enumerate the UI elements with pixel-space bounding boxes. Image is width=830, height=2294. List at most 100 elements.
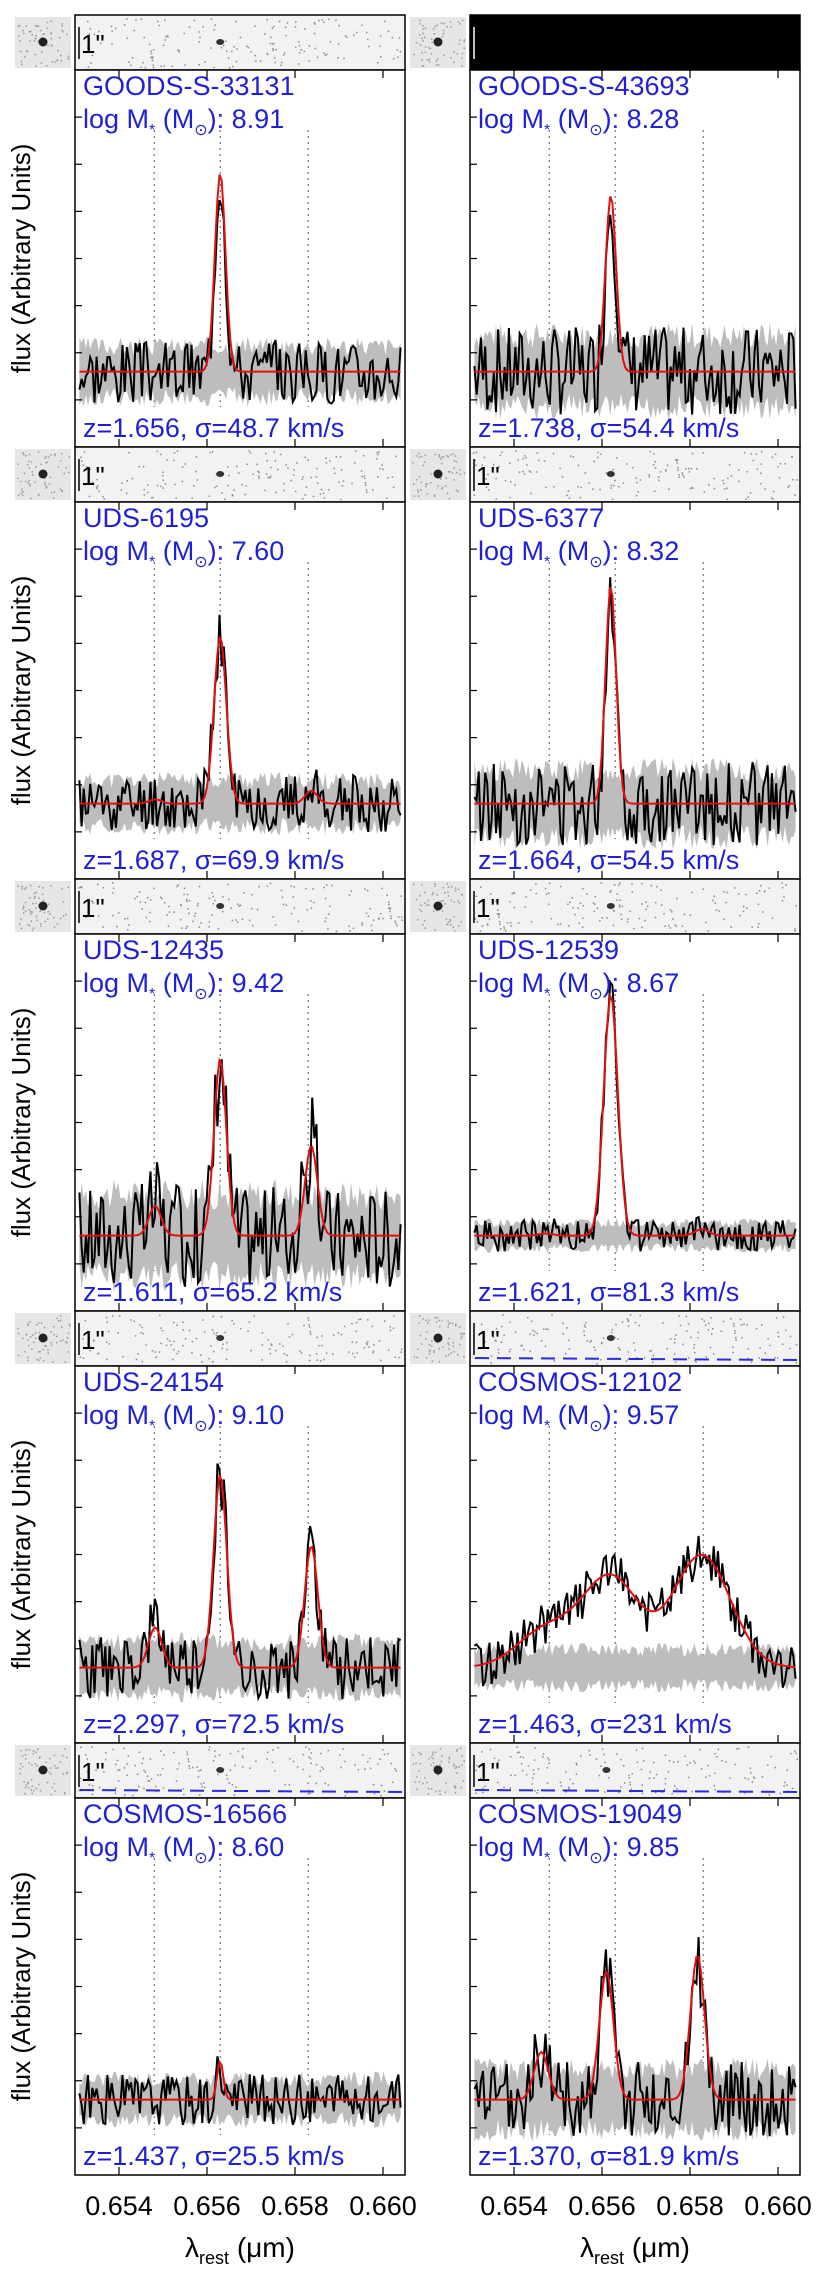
fit-line xyxy=(79,635,401,805)
spectrum-2d-strip: 1" xyxy=(74,1310,406,1367)
data-line xyxy=(473,1937,797,2137)
data-line xyxy=(78,1463,402,1702)
redshift-sigma-label: z=1.687, σ=69.9 km/s xyxy=(83,845,344,875)
data-line xyxy=(78,199,402,406)
error-band xyxy=(79,1632,401,1703)
y-axis-label: flux (Arbitrary Units) xyxy=(6,1440,36,1670)
data-line xyxy=(78,614,402,833)
x-axis-label: λrest (μm) xyxy=(580,2232,690,2268)
redshift-sigma-label: z=1.621, σ=81.3 km/s xyxy=(478,1277,739,1307)
x-tick-label: 0.654 xyxy=(85,2191,153,2221)
y-axis-label: flux (Arbitrary Units) xyxy=(6,144,36,374)
thumbnail-image xyxy=(15,1313,71,1364)
galaxy-id-label: UDS-6377 xyxy=(478,503,604,533)
redshift-sigma-label: z=1.611, σ=65.2 km/s xyxy=(83,1277,342,1307)
scale-bar-label: 1" xyxy=(476,461,500,491)
thumbnail-image xyxy=(410,881,466,932)
mass-label: log M* (M⊙): 8.67 xyxy=(478,968,679,1003)
scale-bar-label: 1" xyxy=(476,1325,500,1355)
spectrum-2d-strip: 1" xyxy=(469,878,801,935)
mass-label: log M* (M⊙): 8.28 xyxy=(478,104,679,139)
redshift-sigma-label: z=1.664, σ=54.5 km/s xyxy=(478,845,739,875)
x-tick-label: 0.660 xyxy=(349,2191,417,2221)
fit-line xyxy=(474,196,796,373)
galaxy-id-label: UDS-24154 xyxy=(83,1367,224,1397)
fit-line xyxy=(474,992,796,1237)
galaxy-id-label: GOODS-S-33131 xyxy=(83,71,295,101)
data-line xyxy=(473,979,797,1252)
spectrum-2d-strip: 1" xyxy=(74,878,406,935)
galaxy-id-label: UDS-6195 xyxy=(83,503,209,533)
spectrum-2d-strip: 1" xyxy=(469,1310,801,1367)
y-axis-label: flux (Arbitrary Units) xyxy=(6,1008,36,1238)
x-tick-label: 0.656 xyxy=(568,2191,636,2221)
spectrum-2d-strip: 1" xyxy=(469,14,801,71)
thumbnail-image xyxy=(15,449,71,500)
galaxy-id-label: GOODS-S-43693 xyxy=(478,71,690,101)
scale-bar-label: 1" xyxy=(81,29,105,59)
galaxy-id-label: UDS-12435 xyxy=(83,935,224,965)
mass-label: log M* (M⊙): 9.42 xyxy=(83,968,284,1003)
data-line xyxy=(78,2056,402,2126)
mass-label: log M* (M⊙): 7.60 xyxy=(83,536,284,571)
fit-line xyxy=(474,1553,796,1669)
thumbnail-image xyxy=(410,449,466,500)
spectrum-2d-strip: 1" xyxy=(74,446,406,503)
redshift-sigma-label: z=1.656, σ=48.7 km/s xyxy=(83,413,344,443)
scale-bar-label: 1" xyxy=(81,893,105,923)
data-line xyxy=(473,1535,797,1688)
spectrum-2d-strip: 1" xyxy=(74,14,406,71)
redshift-sigma-label: z=1.370, σ=81.9 km/s xyxy=(478,2141,739,2171)
x-tick-label: 0.656 xyxy=(173,2191,241,2221)
scale-bar-label: 1" xyxy=(81,1325,105,1355)
mass-label: log M* (M⊙): 8.60 xyxy=(83,1832,284,1867)
galaxy-id-label: COSMOS-16566 xyxy=(83,1799,287,1829)
galaxy-id-label: COSMOS-12102 xyxy=(478,1367,682,1397)
thumbnail-image xyxy=(15,17,71,68)
scale-bar-label: 1" xyxy=(81,1757,105,1787)
mass-label: log M* (M⊙): 9.57 xyxy=(478,1400,679,1435)
scale-bar-label: 1" xyxy=(81,461,105,491)
thumbnail-image xyxy=(410,1745,466,1796)
fit-line xyxy=(474,1955,796,2101)
fit-line xyxy=(79,1473,401,1669)
redshift-sigma-label: z=1.738, σ=54.4 km/s xyxy=(478,413,739,443)
slit-trace xyxy=(474,1789,798,1793)
galaxy-id-label: UDS-12539 xyxy=(478,935,619,965)
scale-bar-label: 1" xyxy=(476,29,500,59)
y-axis-label: flux (Arbitrary Units) xyxy=(6,576,36,806)
thumbnail-image xyxy=(15,881,71,932)
galaxy-id-label: COSMOS-19049 xyxy=(478,1799,682,1829)
mass-label: log M* (M⊙): 9.85 xyxy=(478,1832,679,1867)
data-line xyxy=(473,214,797,415)
slit-trace xyxy=(79,1789,403,1793)
spectrum-2d-strip: 1" xyxy=(469,1742,801,1799)
x-tick-label: 0.654 xyxy=(480,2191,548,2221)
thumbnail-image xyxy=(410,17,466,68)
y-axis-label: flux (Arbitrary Units) xyxy=(6,1872,36,2102)
redshift-sigma-label: z=2.297, σ=72.5 km/s xyxy=(83,1709,344,1739)
thumbnail-image xyxy=(15,1745,71,1796)
thumbnail-image xyxy=(410,1313,466,1364)
error-band xyxy=(474,1643,796,1693)
scale-bar-label: 1" xyxy=(476,893,500,923)
scale-bar-label: 1" xyxy=(476,1757,500,1787)
x-tick-label: 0.658 xyxy=(656,2191,724,2221)
fit-line xyxy=(474,586,796,805)
mass-label: log M* (M⊙): 8.91 xyxy=(83,104,284,139)
mass-label: log M* (M⊙): 8.32 xyxy=(478,536,679,571)
redshift-sigma-label: z=1.437, σ=25.5 km/s xyxy=(83,2141,344,2171)
